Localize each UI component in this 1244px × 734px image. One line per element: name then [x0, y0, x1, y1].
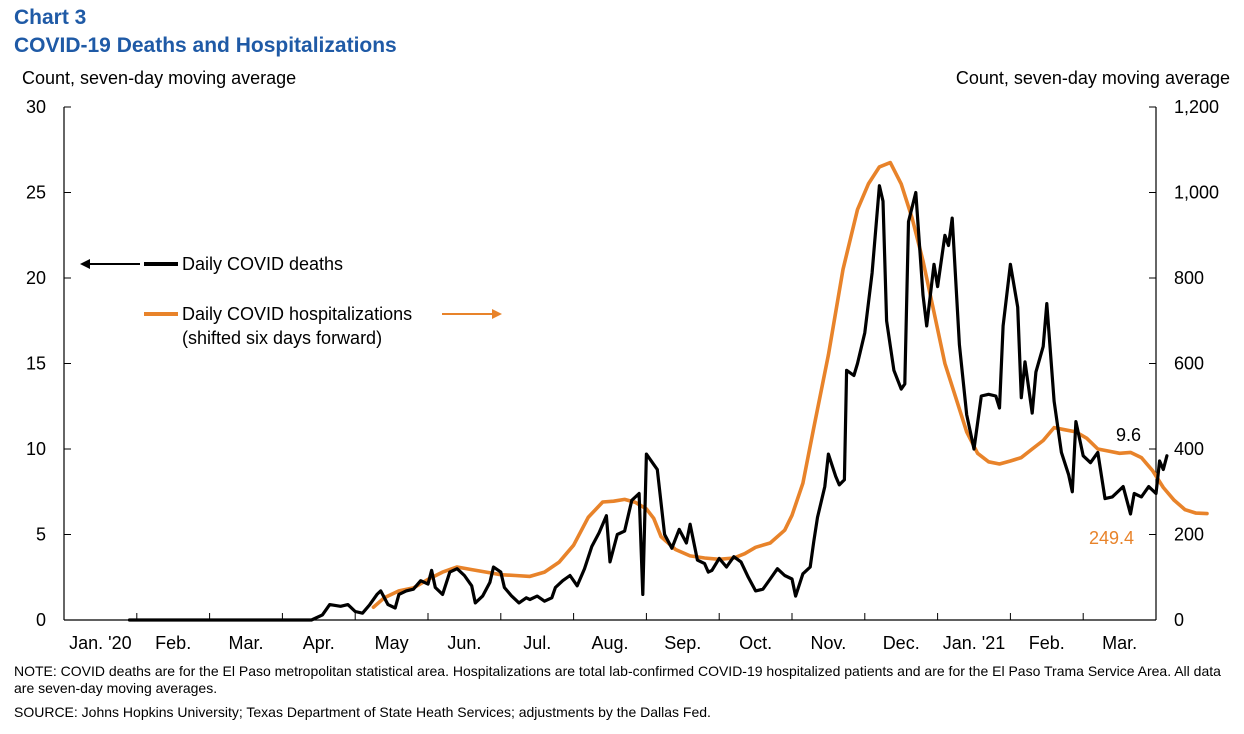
chart-series: [127, 160, 1209, 622]
chart-number: Chart 3: [14, 6, 87, 29]
y-right-tick-label: 600: [1174, 354, 1204, 374]
chart-source: SOURCE: Johns Hopkins University; Texas …: [14, 704, 711, 720]
chart-title: COVID-19 Deaths and Hospitalizations: [14, 34, 397, 57]
y-right-tick-label: 400: [1174, 439, 1204, 459]
y-left-tick-label: 0: [36, 610, 46, 630]
chart-plot: 0 5 10 15 20 25 30 0 200 400 600 800 1,000 1,200 Jan. …: [26, 97, 1219, 653]
annotation-deaths-last: 9.6: [1116, 425, 1141, 445]
legend: Daily COVID deaths Daily COVID hospitali…: [80, 254, 502, 348]
annotation-hosp-last: 249.4: [1089, 528, 1134, 548]
x-tick-label: Feb.: [155, 633, 191, 653]
left-axis-label: Count, seven-day moving average: [22, 68, 297, 88]
x-tick-label: Nov.: [811, 633, 847, 653]
x-tick-label: Mar.: [228, 633, 263, 653]
x-tick-label: May: [375, 633, 409, 653]
y-left-tick-label: 20: [26, 268, 46, 288]
legend-hosp-arrowhead: [492, 309, 502, 319]
x-tick-label: Oct.: [739, 633, 772, 653]
legend-hosp-label-line2: (shifted six days forward): [182, 328, 382, 348]
y-left-tick-label: 25: [26, 183, 46, 203]
y-right-tick-label: 1,200: [1174, 97, 1219, 117]
y-right-tick-label: 0: [1174, 610, 1184, 630]
x-tick-label: Jan. '21: [943, 633, 1005, 653]
legend-hosp-label-line1: Daily COVID hospitalizations: [182, 304, 412, 324]
x-tick-label: Dec.: [883, 633, 920, 653]
x-tick-label: Sep.: [664, 633, 701, 653]
x-tick-label: Jun.: [447, 633, 481, 653]
x-tick-label: Feb.: [1029, 633, 1065, 653]
y-left-tick-label: 30: [26, 97, 46, 117]
legend-deaths-label: Daily COVID deaths: [182, 254, 343, 274]
x-tick-label: Apr.: [303, 633, 335, 653]
series-line-hospitalizations: [371, 160, 1209, 609]
x-tick-label: Mar.: [1102, 633, 1137, 653]
y-right-tick-label: 1,000: [1174, 183, 1219, 203]
y-left-tick-label: 15: [26, 354, 46, 374]
y-left-tick-label: 5: [36, 525, 46, 545]
chart-axes: 0 5 10 15 20 25 30 0 200 400 600 800 1,000 1,200 Jan. …: [26, 97, 1219, 653]
y-right-tick-label: 200: [1174, 525, 1204, 545]
y-right-tick-label: 800: [1174, 268, 1204, 288]
x-tick-label: Aug.: [591, 633, 628, 653]
x-tick-label: Jan. '20: [69, 633, 131, 653]
y-left-tick-label: 10: [26, 439, 46, 459]
series-line-deaths: [127, 184, 1169, 622]
x-tick-label: Jul.: [523, 633, 551, 653]
right-axis-label: Count, seven-day moving average: [955, 68, 1230, 88]
chart-note: NOTE: COVID deaths are for the El Paso m…: [14, 663, 1221, 696]
legend-deaths-arrowhead: [80, 259, 90, 269]
